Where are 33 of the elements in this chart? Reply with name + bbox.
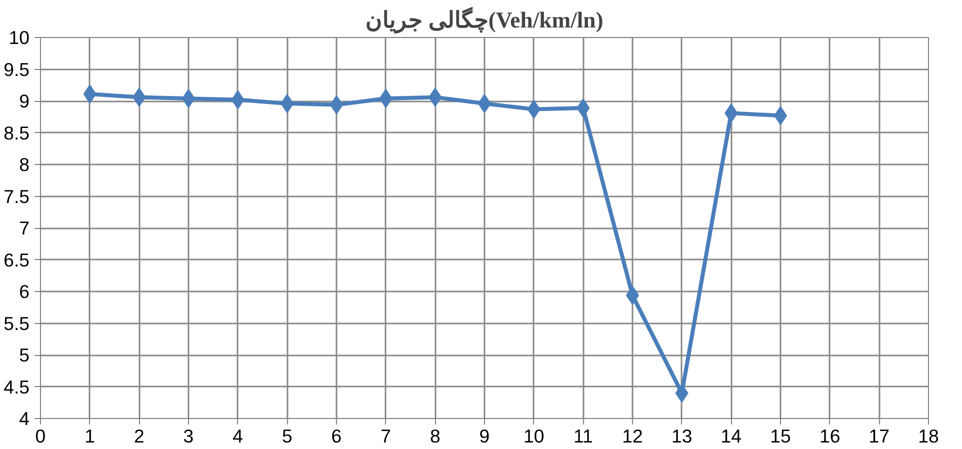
y-tick-label: 8.5 xyxy=(4,122,30,144)
x-tick-label: 10 xyxy=(523,426,544,446)
x-tick-label: 12 xyxy=(622,426,643,446)
y-tick-label: 8 xyxy=(19,154,30,175)
y-tick-label: 6 xyxy=(19,281,30,302)
x-tick-label: 3 xyxy=(183,426,194,446)
y-tick-label: 6.5 xyxy=(4,249,30,270)
x-tick-label: 4 xyxy=(232,426,244,446)
x-tick-label: 0 xyxy=(35,426,46,446)
y-tick-label: 10 xyxy=(8,27,30,48)
y-tick-label: 4 xyxy=(19,408,30,429)
x-tick-label: 15 xyxy=(770,426,791,446)
x-tick-label: 2 xyxy=(134,426,144,446)
y-tick-label: 5 xyxy=(19,344,30,366)
y-tick-label: 5.5 xyxy=(4,312,30,334)
x-tick-label: 5 xyxy=(282,426,292,446)
x-tick-label: 13 xyxy=(671,426,692,446)
x-tick-label: 17 xyxy=(868,426,890,446)
x-tick-label: 16 xyxy=(819,426,840,446)
y-tick-label: 4.5 xyxy=(4,376,30,398)
x-tick-label: 11 xyxy=(573,426,593,446)
x-tick-label: 9 xyxy=(479,426,490,446)
x-tick-label: 18 xyxy=(918,426,939,446)
x-tick-label: 7 xyxy=(380,426,392,446)
x-tick-label: 8 xyxy=(430,426,440,446)
y-tick-label: 9.5 xyxy=(4,58,30,80)
x-tick-label: 1 xyxy=(84,426,96,446)
y-tick-label: 7.5 xyxy=(4,186,30,207)
y-tick-label: 7 xyxy=(19,218,30,238)
chart-title: چگالی جریان(Veh/km/ln) xyxy=(366,6,604,34)
y-tick-label: 9 xyxy=(19,90,30,112)
x-tick-label: 6 xyxy=(331,426,342,446)
x-tick-label: 14 xyxy=(720,426,742,446)
